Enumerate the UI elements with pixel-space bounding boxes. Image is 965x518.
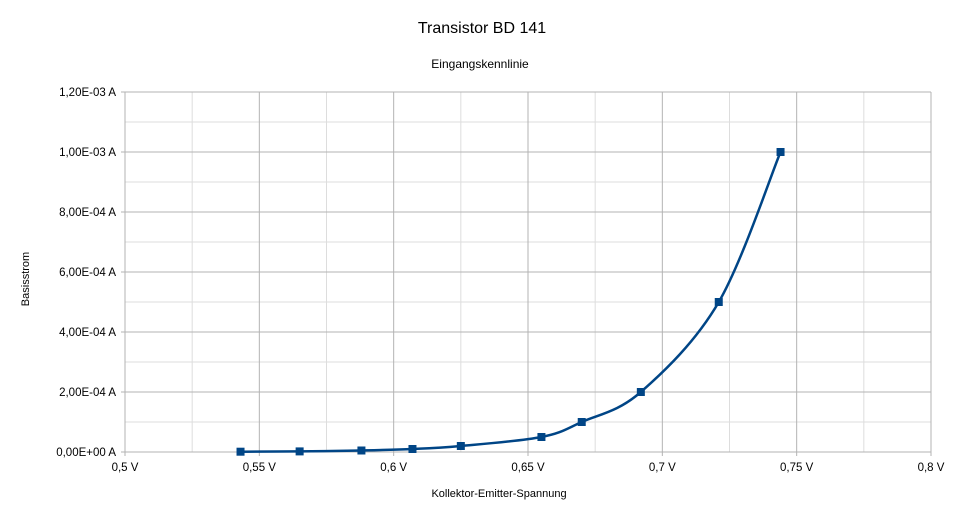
x-tick-label: 0,7 V [649,462,676,474]
data-point [776,148,785,156]
data-point [537,433,546,441]
y-tick-label: 8,00E-04 A [59,207,116,219]
data-point [456,442,465,450]
x-tick-labels: 0,5 V 0,55 V 0,6 V 0,65 V 0,7 V 0,75 V 0,8 V [112,462,945,474]
data-point [236,447,245,456]
data-point [714,298,723,306]
x-tick-label: 0,5 V [112,462,139,474]
data-point [636,388,645,396]
y-tick-label: 6,00E-04 A [59,267,116,279]
y-tick-label: 4,00E-04 A [59,327,116,339]
x-tick-label: 0,55 V [243,462,277,474]
series-group [236,148,785,456]
y-tick-label: 2,00E-04 A [59,387,116,399]
x-tick-label: 0,65 V [511,462,545,474]
chart-subtitle: Eingangskennlinie [431,57,529,71]
y-tick-label: 1,20E-03 A [59,87,116,99]
x-tick-label: 0,8 V [918,462,945,474]
y-tick-label: 1,00E-03 A [59,147,116,159]
x-tick-label: 0,75 V [780,462,814,474]
y-tick-label: 0,00E+00 A [56,447,116,459]
grid [121,91,932,456]
data-point [408,445,417,453]
data-point [357,446,366,455]
x-axis-label: Kollektor-Emitter-Spannung [431,488,566,500]
y-tick-labels: 0,00E+00 A 2,00E-04 A 4,00E-04 A 6,00E-04 A… [56,87,116,459]
x-tick-label: 0,6 V [380,462,407,474]
chart-title: Transistor BD 141 [418,20,546,37]
data-point [295,447,304,456]
data-point [577,418,586,426]
y-axis-label: Basisstrom [20,252,32,306]
